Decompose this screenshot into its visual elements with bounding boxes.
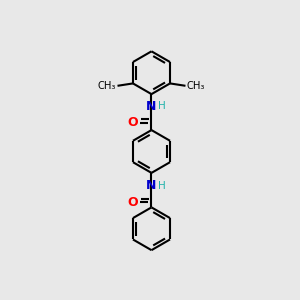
Text: H: H [158, 181, 166, 191]
Text: CH₃: CH₃ [187, 81, 205, 91]
Text: O: O [128, 116, 138, 129]
Text: O: O [128, 196, 138, 209]
Text: H: H [158, 101, 166, 111]
Text: N: N [146, 100, 157, 112]
Text: N: N [146, 179, 157, 192]
Text: CH₃: CH₃ [98, 81, 116, 91]
